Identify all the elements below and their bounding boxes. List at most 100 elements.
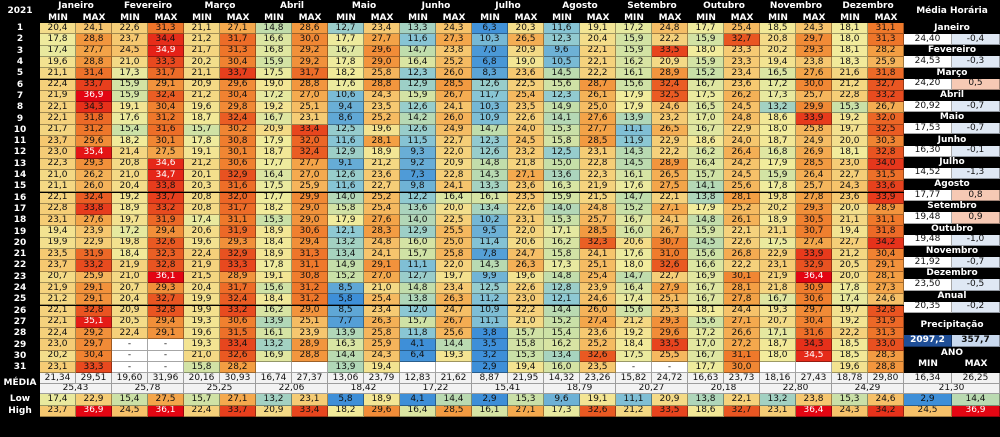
max-value: 25,9 <box>364 339 400 351</box>
min-value: 17,3 <box>112 68 148 80</box>
max-value: 28,1 <box>724 192 760 204</box>
min-value: 16,7 <box>760 294 796 306</box>
min-value: 14,8 <box>544 271 580 283</box>
sidebar-month-diff: 0,8 <box>952 190 1000 202</box>
min-value: 14,0 <box>400 215 436 227</box>
high-min: 21,2 <box>616 405 652 417</box>
day-label: 6 <box>16 79 24 90</box>
low-min: 15,3 <box>832 394 868 406</box>
min-value: 18,6 <box>760 113 796 125</box>
min-value: 20,0 <box>832 203 868 216</box>
sidebar-month-avg: 17,53 <box>904 123 952 135</box>
min-value: 18,5 <box>760 23 796 35</box>
max-value: 23,5 <box>508 102 544 114</box>
high-max: 36,9 <box>76 405 112 417</box>
max-value: 32,9 <box>220 169 256 182</box>
max-value: 32,6 <box>580 350 616 362</box>
media-max: 27,37 <box>292 373 328 384</box>
max-value: 28,8 <box>76 56 112 69</box>
max-value: 33,4 <box>292 124 328 136</box>
max-value: 25,9 <box>76 271 112 283</box>
min-value: 13,2 <box>328 237 364 249</box>
sidebar-month-avg: 24,53 <box>904 56 952 68</box>
low-max: 22,9 <box>76 394 112 406</box>
max-value: 29,3 <box>76 158 112 170</box>
min-value: 17,9 <box>688 203 724 216</box>
sidebar-month-avg: 24,40 <box>904 34 952 46</box>
day-label: 15 <box>13 181 27 192</box>
min-value: 18,0 <box>688 45 724 57</box>
max-value: 36,9 <box>76 90 112 103</box>
max-value: 28,1 <box>364 136 400 148</box>
day-label: 23 <box>13 271 27 282</box>
min-value: 13,9 <box>328 362 364 374</box>
min-value: 19,2 <box>832 113 868 125</box>
max-value: 32,6 <box>220 350 256 362</box>
min-header: MIN <box>840 13 860 23</box>
max-value: 29,2 <box>292 45 328 57</box>
min-value: 17,0 <box>688 113 724 125</box>
media-total: 20,27 <box>616 383 688 395</box>
media-total: 25,43 <box>40 383 112 395</box>
min-value: 12,2 <box>400 192 436 204</box>
min-value: 22,9 <box>760 249 796 261</box>
max-value: 23,4 <box>724 68 760 80</box>
max-value: 23,5 <box>580 362 616 374</box>
min-value: 18,3 <box>832 56 868 69</box>
day-label: 13 <box>13 158 27 169</box>
max-value: 21,8 <box>508 158 544 170</box>
max-value: 27,7 <box>364 34 400 46</box>
max-value: 31,4 <box>76 68 112 80</box>
min-value: 3,5 <box>472 339 508 351</box>
max-value: 33,2 <box>76 260 112 272</box>
min-value: 19,3 <box>184 316 220 329</box>
sidebar-month: Junho <box>937 134 967 145</box>
min-value: 12,1 <box>328 226 364 238</box>
max-value: 33,8 <box>148 181 184 193</box>
min-value: 22,1 <box>40 113 76 125</box>
max-value: 32,6 <box>652 260 688 272</box>
high-max: 27,1 <box>508 405 544 417</box>
min-value: 10,6 <box>328 90 364 103</box>
max-value: 22,2 <box>580 68 616 80</box>
min-value: 17,3 <box>760 90 796 103</box>
max-value: 33,9 <box>796 249 832 261</box>
max-value: 30,7 <box>796 226 832 238</box>
min-value: 19,7 <box>112 215 148 227</box>
max-value: 28,5 <box>796 158 832 170</box>
max-value: 29,6 <box>76 136 112 148</box>
max-value: 26,7 <box>436 316 472 329</box>
day-label: 11 <box>13 136 27 147</box>
max-value: 20,4 <box>580 34 616 46</box>
max-value: 15,7 <box>508 328 544 340</box>
day-label: 17 <box>13 203 27 214</box>
max-value: 24,1 <box>652 215 688 227</box>
max-value: 22,2 <box>652 34 688 46</box>
max-value: 23,6 <box>508 68 544 80</box>
min-value: 17,6 <box>616 181 652 193</box>
max-value: 14,4 <box>436 339 472 351</box>
min-value: 15,6 <box>256 282 292 295</box>
media-max: 23,79 <box>364 373 400 384</box>
max-value: 25,1 <box>580 260 616 272</box>
sidebar-month: Anual <box>937 290 967 301</box>
max-value: 26,0 <box>436 68 472 80</box>
max-value: 33,3 <box>76 362 112 374</box>
max-value: 32,7 <box>724 34 760 46</box>
max-value: 26,7 <box>868 102 904 114</box>
min-value: 19,2 <box>832 316 868 329</box>
max-value <box>796 362 832 374</box>
max-value: 30,4 <box>148 102 184 114</box>
max-value: 27,1 <box>220 23 256 35</box>
min-value: 11,4 <box>472 237 508 249</box>
min-value: 14,5 <box>544 68 580 80</box>
high-min: 18,2 <box>328 405 364 417</box>
max-value: 23,5 <box>364 102 400 114</box>
month-header: Abril <box>279 1 305 11</box>
min-value: 23,7 <box>40 260 76 272</box>
max-value: 28,9 <box>220 271 256 283</box>
max-value: 19,4 <box>364 362 400 374</box>
max-value: 33,5 <box>652 339 688 351</box>
min-value: 21,1 <box>760 226 796 238</box>
max-value: 22,9 <box>76 237 112 249</box>
